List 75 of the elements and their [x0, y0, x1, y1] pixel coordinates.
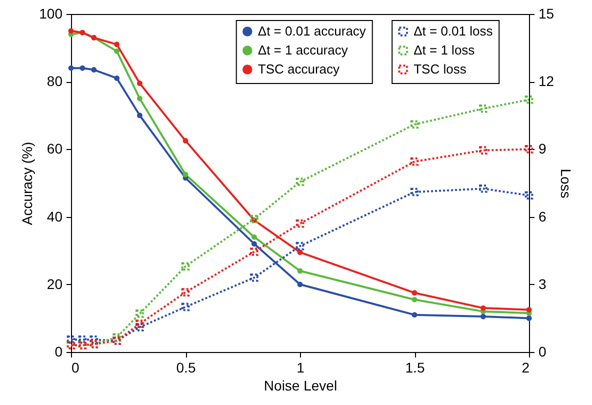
- point: [412, 312, 418, 318]
- point: [68, 28, 74, 34]
- point: [296, 242, 304, 250]
- point: [412, 296, 418, 302]
- point: [80, 65, 86, 71]
- point: [114, 42, 120, 48]
- point: [250, 273, 258, 282]
- y2-tick-label: 9: [538, 140, 546, 157]
- point: [114, 75, 120, 81]
- y2-axis-title: Loss: [558, 168, 574, 198]
- point: [479, 104, 488, 113]
- point: [136, 112, 142, 118]
- point: [410, 188, 419, 196]
- x-tick-label: 0.5: [176, 360, 196, 376]
- point: [136, 310, 144, 318]
- y-axis-title: Accuracy (%): [19, 142, 36, 226]
- y-tick-label: 20: [46, 276, 63, 292]
- y2-tick-label: 0: [538, 344, 546, 360]
- point: [412, 290, 418, 296]
- point: [524, 191, 534, 200]
- point: [297, 268, 303, 274]
- y-tick-label: 0: [54, 344, 63, 360]
- y2-tick-label: 15: [538, 6, 554, 22]
- point: [66, 335, 76, 344]
- legend-label: Δt = 1 loss: [414, 42, 476, 58]
- point: [480, 305, 486, 311]
- point: [78, 335, 87, 344]
- x-tick-label: 1.5: [405, 360, 425, 376]
- point: [251, 234, 257, 240]
- y2-tick-label: 3: [538, 276, 546, 292]
- y-tick-label: 60: [46, 140, 63, 157]
- point: [297, 250, 303, 256]
- point: [90, 335, 98, 344]
- point: [250, 248, 258, 256]
- legend-label: TSC loss: [414, 62, 467, 76]
- x-axis-title: Noise Level: [264, 378, 338, 394]
- point: [136, 96, 142, 102]
- point: [526, 307, 532, 312]
- legend-label: Δt = 0.01 loss: [414, 24, 494, 38]
- x-tick-label: 0: [72, 360, 80, 376]
- point: [91, 67, 97, 73]
- y-tick-label: 100: [39, 6, 63, 22]
- point: [112, 333, 121, 342]
- point: [524, 95, 534, 104]
- point: [182, 138, 188, 144]
- point: [182, 172, 188, 178]
- y2-tick-label: 12: [538, 73, 554, 90]
- point: [181, 288, 190, 296]
- x-tick-label: 1: [296, 360, 305, 376]
- point: [410, 120, 419, 129]
- point: [250, 214, 258, 224]
- legend-label: Δt = 1 accuracy: [258, 42, 348, 58]
- point: [68, 65, 74, 71]
- y-tick-label: 80: [46, 73, 63, 90]
- point: [114, 48, 120, 54]
- x-tick-label: 2: [522, 360, 530, 376]
- legend-label: Δt = 0.01 accuracy: [258, 24, 366, 38]
- point: [136, 80, 142, 86]
- point: [181, 302, 190, 312]
- y2-tick-label: 6: [538, 208, 546, 224]
- point: [136, 323, 144, 332]
- point: [479, 184, 488, 193]
- point: [524, 145, 534, 154]
- point: [296, 178, 304, 186]
- y-tick-label: 40: [46, 208, 63, 224]
- point: [410, 157, 419, 166]
- legend-label: TSC accuracy: [258, 62, 340, 76]
- point: [251, 241, 257, 247]
- point: [480, 314, 486, 320]
- point: [479, 146, 488, 154]
- point: [136, 320, 144, 328]
- point: [526, 315, 532, 321]
- point: [296, 219, 304, 228]
- point: [297, 282, 303, 288]
- point: [181, 262, 190, 271]
